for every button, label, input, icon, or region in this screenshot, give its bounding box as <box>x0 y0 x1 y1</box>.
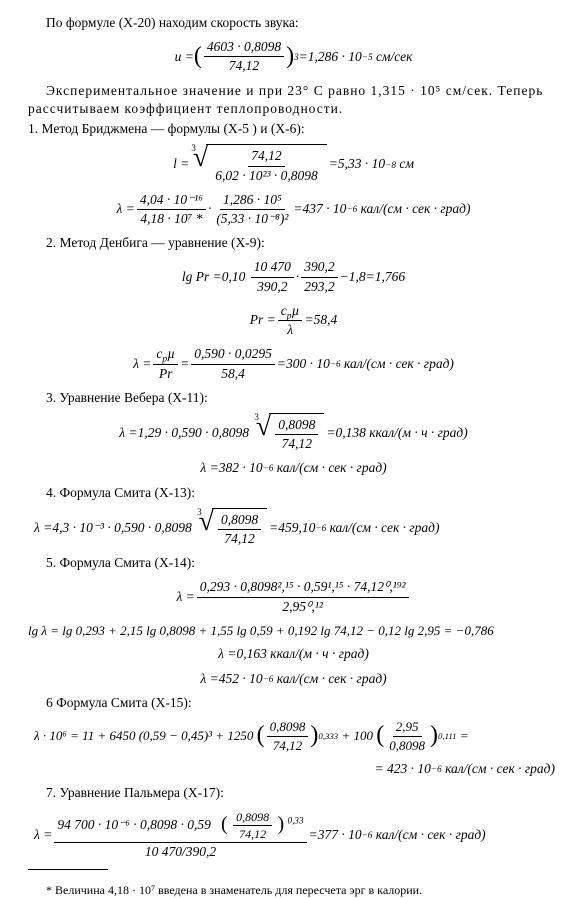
lam6-f2n: 2,95 <box>393 718 422 737</box>
lam7-nfd: 74,12 <box>236 826 269 842</box>
method5-title: 5. Формула Смита (X-14): <box>28 554 559 572</box>
lam5c-unit: кал/(см · сек · град) <box>277 670 387 688</box>
lam3-res: 0,138 <box>335 424 365 442</box>
lgpr-f2n: 390,2 <box>301 258 337 277</box>
lam6-mid: + 100 <box>341 727 373 745</box>
eq-lambda5b: λ = 0,163 ккал/(м · ч · град) <box>28 645 559 663</box>
u-unit: см/сек <box>376 48 412 66</box>
eq-lambda7: λ = 94 700 · 10⁻⁶ · 0,8098 · 0,59 ( 0,80… <box>28 809 559 862</box>
lgpr-c: 1,8 <box>349 268 366 286</box>
lam5-den: 2,95⁰,¹² <box>279 598 326 616</box>
eq-lambda3: λ = 1,29 · 0,590 · 0,8098 3√ 0,8098 74,1… <box>28 413 559 453</box>
lam6-f1d: 74,12 <box>270 737 305 755</box>
lam2-f2n: 0,590 · 0,0295 <box>191 345 275 364</box>
l-den: 6,02 · 10²³ · 0,8098 <box>212 167 321 185</box>
eq-lambda5: λ = 0,293 · 0,8098²,¹⁵ · 0,59¹,¹⁵ · 74,1… <box>28 578 559 615</box>
lam4-rn: 0,8098 <box>218 511 261 530</box>
lam1-unit: кал/(см · сек · град) <box>361 200 471 218</box>
lam3-unit: ккал/(м · ч · град) <box>369 424 468 442</box>
footnote-text: * Величина 4,18 · 10⁷ введена в знаменат… <box>28 882 559 898</box>
lam1-b-den: (5,33 · 10⁻⁸)² <box>213 210 291 228</box>
u-den: 74,12 <box>226 57 262 75</box>
lam4-fac: 4,3 · 10⁻³ · 0,590 · 0,8098 <box>52 519 191 537</box>
eq-u: u = ( 4603 · 0,8098 74,12 ) 3 = 1,286 · … <box>28 38 559 75</box>
method2-title: 2. Метод Денбига — уравнение (X-9): <box>28 234 559 252</box>
eq-lambda6: λ · 10⁶ = 11 + 6450 (0,59 − 0,45)³ + 125… <box>28 718 559 754</box>
lam6-f2d: 0,8098 <box>386 737 428 755</box>
eq-lambda3b: λ = 382 · 10 −6 кал/(см · сек · град) <box>28 459 559 477</box>
l-num: 74,12 <box>248 147 284 166</box>
l-unit: см <box>399 155 414 173</box>
lam6-lhs: λ · 10⁶ = 11 + 6450 (0,59 − 0,45)³ + 125… <box>34 727 253 745</box>
eq-l: l = 3 √ 74,12 6,02 · 10²³ · 0,8098 = 5,3… <box>28 144 559 184</box>
eq-lambda1: λ = 4,04 · 10⁻¹⁶ 4,18 · 10⁷ * · 1,286 · … <box>28 191 559 228</box>
lam3-fac: 1,29 · 0,590 · 0,8098 <box>138 424 249 442</box>
pr-res: 58,4 <box>314 311 338 329</box>
lgpr-f1d: 390,2 <box>254 278 290 296</box>
lam5b-res: 0,163 <box>237 645 267 663</box>
u-num: 4603 · 0,8098 <box>204 38 284 57</box>
lam1-b-num: 1,286 · 10⁵ <box>220 191 285 210</box>
method6-title: 6 Формула Смита (X-15): <box>28 694 559 712</box>
lam3b-unit: кал/(см · сек · град) <box>277 459 387 477</box>
method1-title: 1. Метод Бриджмена — формулы (X-5 ) и (X… <box>28 120 559 138</box>
lam2-unit: кал/(см · сек · град) <box>344 355 454 373</box>
lam5b-unit: ккал/(м · ч · град) <box>270 645 369 663</box>
l-res: 5,33 · 10 <box>338 155 385 173</box>
lam7-unit: кал/(см · сек · град) <box>376 826 486 844</box>
lgpr-f2d: 293,2 <box>301 278 337 296</box>
eq-lglambda5: lg λ = lg 0,293 + 2,15 lg 0,8098 + 1,55 … <box>28 622 559 640</box>
footnote-rule <box>28 869 108 870</box>
lam7-den: 10 470/390,2 <box>142 843 219 861</box>
lam6-res: = 423 · 10 <box>375 760 431 778</box>
lam6-f1n: 0,8098 <box>267 718 309 737</box>
lam7-nfn: 0,8098 <box>233 809 272 826</box>
lam6-eqend: = <box>460 727 469 745</box>
u-res: 1,286 · 10 <box>308 48 362 66</box>
lam7-na: 94 700 · 10⁻⁶ · 0,8098 · 0,59 <box>57 816 211 831</box>
exp-value-text: Экспериментальное значение и при 23° С р… <box>28 82 559 118</box>
lam1-res: 437 · 10 <box>303 200 347 218</box>
lam6-unit: кал/(см · сек · град) <box>445 760 555 778</box>
lam1-a-num: 4,04 · 10⁻¹⁶ <box>137 191 206 210</box>
lam3b-res: 382 · 10 <box>219 459 263 477</box>
lam5-num: 0,293 · 0,8098²,¹⁵ · 0,59¹,¹⁵ · 74,12⁰,¹… <box>197 578 409 597</box>
lam4-unit: кал/(см · сек · град) <box>330 519 440 537</box>
lam3-rn: 0,8098 <box>275 416 318 435</box>
eq-lambda2: λ = cpµ Pr = 0,590 · 0,0295 58,4 = 300 ·… <box>28 345 559 382</box>
lam1-a-den: 4,18 · 10⁷ * <box>137 210 205 228</box>
lam7-res: 377 · 10 <box>318 826 362 844</box>
lam4-rd: 74,12 <box>221 530 257 548</box>
lam2-res: 300 · 10 <box>286 355 330 373</box>
lam7-ne: 0,33 <box>288 815 304 825</box>
method7-title: 7. Уравнение Пальмера (X-17): <box>28 784 559 802</box>
intro-text: По формуле (X-20) находим скорость звука… <box>28 14 559 32</box>
lgpr-res: 1,766 <box>375 268 405 286</box>
method4-title: 4. Формула Смита (X-13): <box>28 484 559 502</box>
eq-pr: Pr = cpµ λ = 58,4 <box>28 302 559 339</box>
lam4-res: 459,10 <box>278 519 315 537</box>
lgpr-f1n: 10 470 <box>251 258 294 277</box>
lgpr-a: 0,10 <box>222 268 246 286</box>
eq-lambda4: λ = 4,3 · 10⁻³ · 0,590 · 0,8098 3√ 0,809… <box>28 508 559 548</box>
eq-lambda6b: = 423 · 10 −6 кал/(см · сек · град) <box>28 760 559 778</box>
method3-title: 3. Уравнение Вебера (X-11): <box>28 389 559 407</box>
lam3-rd: 74,12 <box>279 435 315 453</box>
lam2-f2d: 58,4 <box>218 365 248 383</box>
lam5c-res: 452 · 10 <box>219 670 263 688</box>
eq-lambda5c: λ = 452 · 10 −6 кал/(см · сек · град) <box>28 670 559 688</box>
eq-lgpr: lg Pr = 0,10 10 470 390,2 · 390,2 293,2 … <box>28 258 559 295</box>
